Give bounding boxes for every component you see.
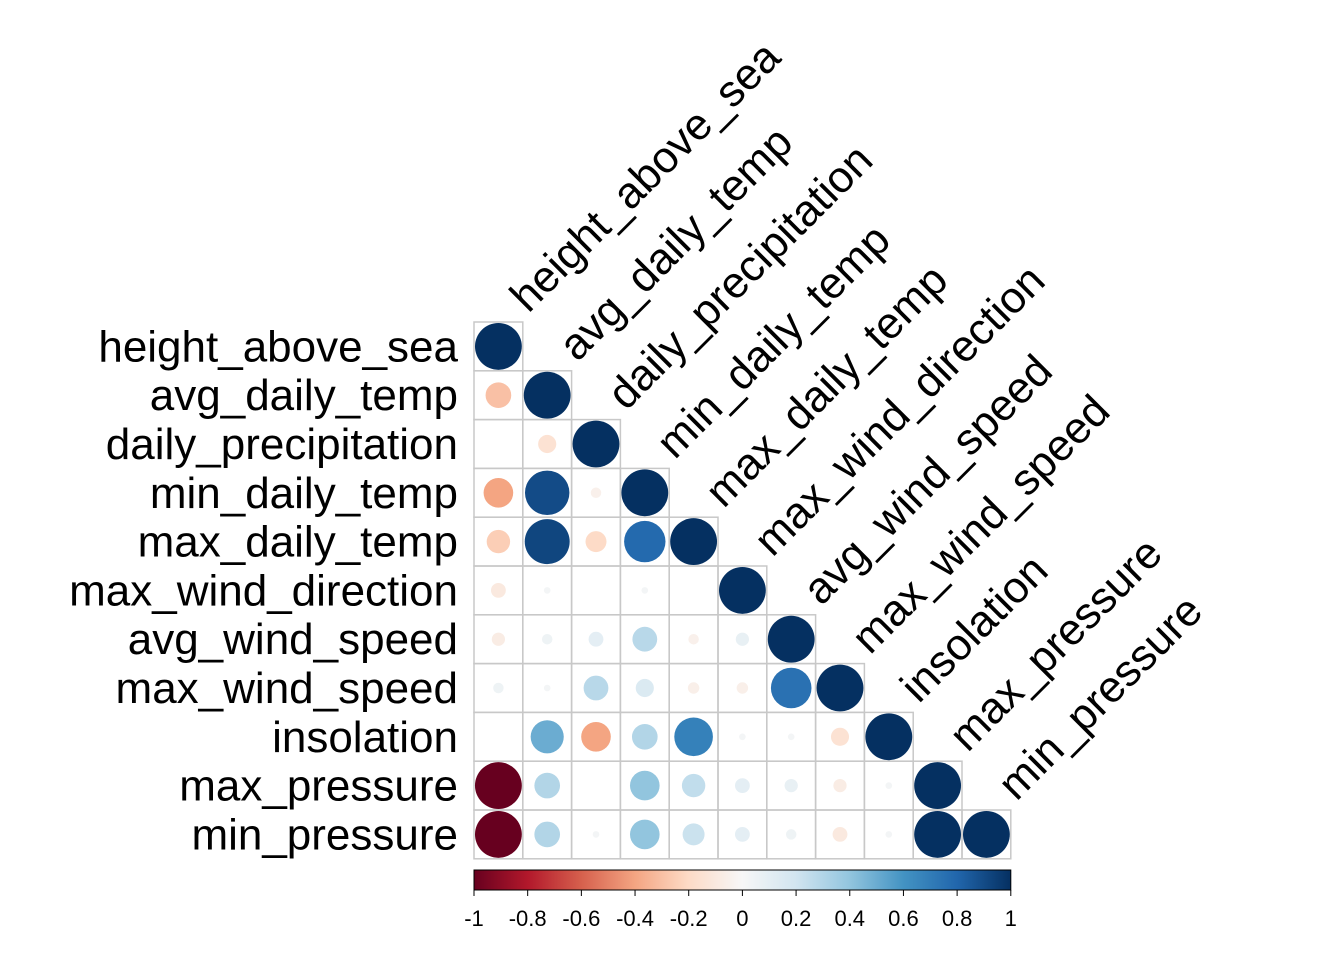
correlation-circle: [624, 520, 666, 563]
correlation-circle: [523, 371, 571, 419]
correlation-circle: [632, 626, 658, 652]
correlation-circle: [885, 831, 893, 838]
correlation-circle: [543, 684, 551, 692]
row-label: min_daily_temp: [150, 469, 458, 518]
colorbar-tick-label: 0.4: [834, 906, 865, 931]
correlation-circle: [483, 477, 514, 508]
correlation-circle: [816, 664, 864, 712]
correlation-circle: [486, 529, 511, 554]
colorbar-tick-label: 0.2: [781, 906, 812, 931]
correlation-circle: [735, 632, 750, 646]
correlation-circle: [830, 727, 850, 746]
correlation-circle: [865, 713, 913, 761]
colorbar-tick-label: 0.8: [942, 906, 973, 931]
correlation-circle: [538, 434, 557, 454]
row-label: avg_wind_speed: [128, 615, 458, 664]
correlation-circle: [914, 762, 962, 810]
colorbar-tick-label: -0.6: [562, 906, 600, 931]
colorbar-tick-label: 0: [736, 906, 748, 931]
grid-cell: [473, 418, 524, 470]
grid-cell: [961, 809, 1012, 860]
circle-layer: [474, 322, 1010, 858]
grid-cell: [570, 760, 622, 811]
colorbar-tick-label: 1: [1005, 906, 1017, 931]
row-label: min_pressure: [191, 810, 458, 859]
correlation-circle: [833, 778, 847, 793]
correlation-circle: [474, 762, 522, 810]
correlation-circle: [592, 831, 600, 838]
correlation-circle: [631, 723, 658, 750]
correlation-circle: [572, 420, 620, 468]
correlation-circle: [785, 829, 797, 840]
correlation-circle: [583, 675, 609, 701]
colorbar: -1 -0.8 -0.6 -0.4 -0.2 0 0.2 0.4 0.6 0.8 1: [464, 869, 1017, 931]
row-label: insolation: [272, 713, 458, 762]
correlation-circle: [687, 682, 700, 694]
correlation-circle: [534, 772, 561, 799]
correlation-circle: [474, 810, 522, 858]
row-label: max_daily_temp: [138, 518, 458, 567]
row-label: max_pressure: [179, 762, 458, 811]
correlation-circle: [688, 633, 699, 645]
correlation-circle: [674, 717, 713, 757]
correlation-circle: [832, 826, 848, 842]
correlation-circle: [635, 678, 654, 698]
correlation-circle: [784, 778, 798, 793]
correlation-circle: [581, 721, 611, 752]
correlation-circle: [629, 770, 660, 801]
correlation-circle: [770, 667, 812, 709]
correlation-circle: [490, 582, 506, 598]
correlation-circle: [588, 631, 604, 647]
correlation-circle: [493, 682, 504, 694]
correlation-circle: [718, 566, 766, 614]
correlation-circle: [485, 382, 512, 409]
correlation-circle: [585, 531, 607, 553]
grid-layer: [473, 321, 1012, 860]
correlation-circle: [734, 778, 750, 794]
correlation-circle: [524, 519, 570, 565]
row-label: max_wind_speed: [116, 664, 458, 713]
correlation-circle: [670, 518, 718, 566]
correlation-circle: [629, 819, 660, 850]
colorbar-tick-label: 0.6: [888, 906, 919, 931]
correlation-circle: [767, 615, 815, 663]
correlation-circle: [530, 720, 564, 754]
correlation-circle: [962, 810, 1010, 858]
correlation-circle: [734, 826, 750, 842]
correlation-circle: [885, 782, 893, 789]
grid-cell: [570, 565, 622, 616]
colorbar-tick-label: -0.8: [509, 906, 547, 931]
correlation-circle: [534, 821, 561, 848]
correlation-circle: [543, 587, 551, 594]
correlation-circle: [524, 470, 570, 516]
row-label: height_above_sea: [98, 322, 458, 371]
correlation-circle: [641, 587, 649, 594]
row-label: max_wind_direction: [69, 566, 458, 615]
correlation-circle: [787, 733, 795, 741]
colorbar-tick-label: -1: [464, 906, 484, 931]
correlation-circle: [541, 633, 553, 645]
colorbar-tick-label: -0.4: [616, 906, 654, 931]
grid-cell: [473, 711, 524, 762]
correlation-circle: [491, 632, 506, 646]
correlation-circle: [682, 823, 705, 846]
correlation-circle: [621, 469, 669, 517]
correlation-circle: [736, 682, 749, 694]
grid-cell: [668, 565, 719, 616]
correlation-circle: [590, 487, 602, 499]
row-label: avg_daily_temp: [150, 371, 458, 420]
correlation-circle: [681, 773, 706, 798]
row-label: daily_precipitation: [106, 420, 458, 469]
correlation-circle: [739, 733, 746, 741]
correlation-circle: [474, 322, 522, 370]
colorbar-gradient: [473, 869, 1012, 891]
correlation-circle: [914, 810, 962, 858]
row-labels: height_above_seaavg_daily_tempdaily_prec…: [69, 322, 458, 859]
colorbar-tick-label: -0.2: [670, 906, 708, 931]
